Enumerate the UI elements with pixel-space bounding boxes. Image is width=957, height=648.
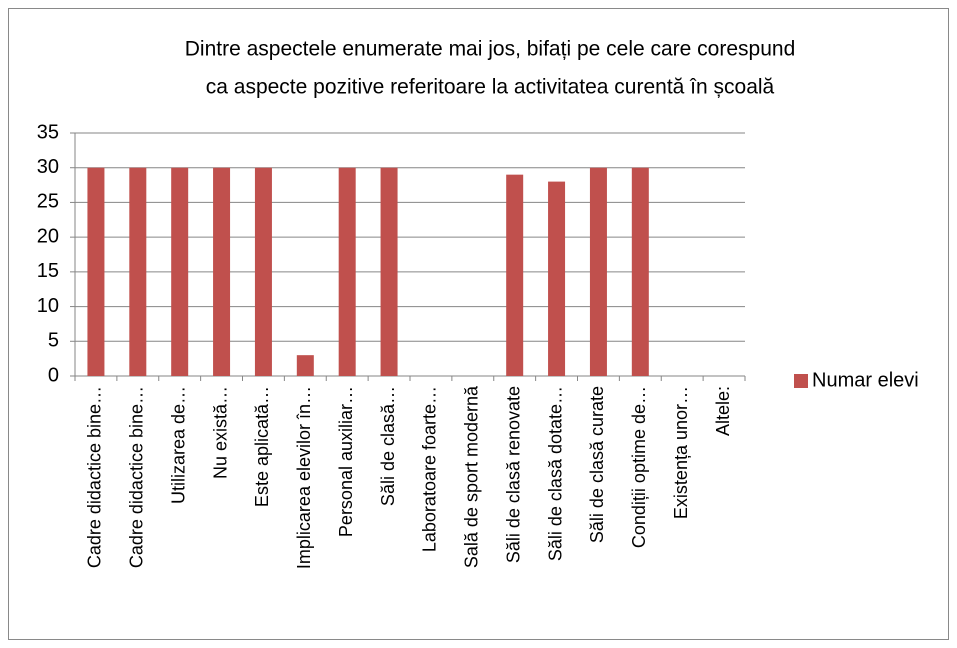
legend-label: Numar elevi: [812, 369, 919, 391]
bar: [338, 167, 356, 376]
x-tick-label: Săli de clasă renovate: [503, 386, 523, 563]
y-tick-label: 15: [37, 260, 59, 282]
bar: [87, 167, 105, 376]
x-tick-label: Săli de clasă dotate…: [545, 386, 565, 561]
bar: [506, 174, 524, 376]
x-tick-label: Utilizarea de…: [168, 386, 188, 504]
x-tick-label: Este aplicată…: [252, 386, 272, 507]
bar: [296, 355, 314, 376]
y-tick-label: 10: [37, 295, 59, 317]
x-tick-label: Săli de clasă curate: [587, 386, 607, 543]
x-tick-label: Implicarea elevilor în…: [294, 386, 314, 569]
x-tick-label: Nu există…: [210, 386, 230, 479]
bar: [380, 167, 398, 376]
bar: [171, 167, 189, 376]
bar: [129, 167, 147, 376]
x-tick-label: Săli de clasă…: [378, 386, 398, 506]
y-tick-label: 25: [37, 191, 59, 213]
x-tick-label: Sală de sport modernă: [462, 385, 482, 568]
x-tick-label: Laboratoare foarte…: [420, 386, 440, 552]
legend-swatch: [794, 374, 808, 388]
x-tick-label: Existența unor…: [671, 386, 691, 519]
y-tick-label: 35: [37, 121, 59, 143]
bar: [631, 167, 649, 376]
bar: [589, 167, 607, 376]
bar: [254, 167, 272, 376]
x-tick-label: Personal auxiliar…: [336, 386, 356, 537]
chart-frame: [8, 8, 949, 640]
chart-title: ca aspecte pozitive referitoare la activ…: [206, 76, 775, 99]
y-tick-label: 0: [48, 364, 59, 386]
x-tick-label: Cadre didactice bine…: [85, 386, 105, 568]
x-tick-label: Cadre didactice bine…: [127, 386, 147, 568]
bar: [213, 167, 231, 376]
bar: [548, 181, 566, 376]
x-tick-label: Condiții optime de…: [629, 386, 649, 548]
y-tick-label: 20: [37, 225, 59, 247]
x-tick-label: Altele:: [713, 386, 733, 436]
chart-title: Dintre aspectele enumerate mai jos, bifa…: [185, 38, 796, 61]
y-tick-label: 30: [37, 156, 59, 178]
y-tick-label: 5: [48, 330, 59, 352]
